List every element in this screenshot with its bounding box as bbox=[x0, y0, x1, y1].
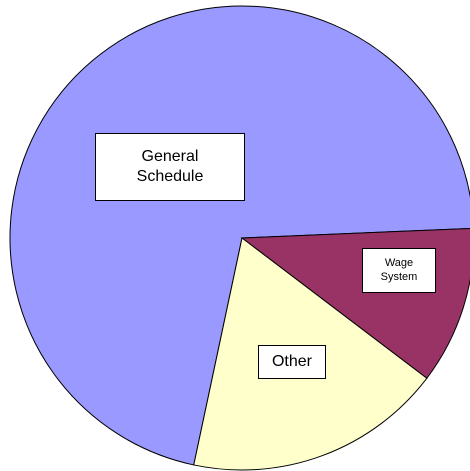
slice-label: General Schedule bbox=[95, 133, 245, 201]
slice-label: Other bbox=[258, 345, 326, 379]
slice-label: Wage System bbox=[362, 248, 436, 293]
pie-slice bbox=[9, 5, 470, 466]
